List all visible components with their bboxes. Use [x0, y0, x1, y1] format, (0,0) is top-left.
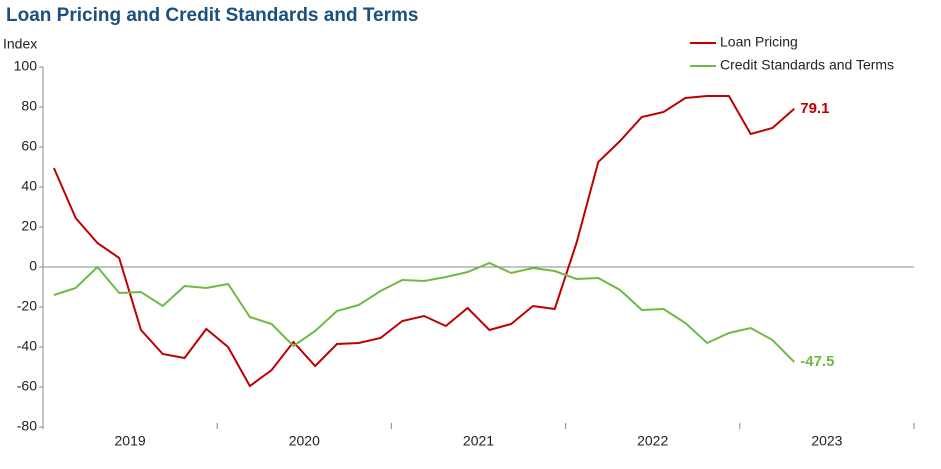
- end-label: -47.5: [800, 353, 834, 370]
- y-tick-label: 80: [21, 98, 37, 114]
- x-tick-label: 2022: [637, 433, 668, 449]
- y-tick-label: 60: [21, 138, 37, 154]
- y-tick-label: -40: [17, 338, 37, 354]
- legend-label: Loan Pricing: [720, 34, 798, 50]
- end-label: 79.1: [800, 100, 829, 117]
- x-tick-label: 2019: [115, 433, 146, 449]
- y-tick-label: 100: [14, 58, 38, 74]
- y-tick-label: 20: [21, 218, 37, 234]
- y-tick-label: -20: [17, 298, 37, 314]
- y-tick-label: 40: [21, 178, 37, 194]
- series-line: [52, 95, 795, 388]
- legend-label: Credit Standards and Terms: [720, 57, 894, 73]
- x-tick-label: 2023: [811, 433, 842, 449]
- y-tick-label: -80: [17, 418, 37, 434]
- series-line: [53, 261, 795, 363]
- y-tick-label: 0: [29, 258, 37, 274]
- x-tick-label: 2020: [289, 433, 320, 449]
- y-tick-label: -60: [17, 378, 37, 394]
- chart-title: Loan Pricing and Credit Standards and Te…: [6, 5, 418, 26]
- y-axis-label: Index: [3, 36, 37, 52]
- x-tick-label: 2021: [463, 433, 494, 449]
